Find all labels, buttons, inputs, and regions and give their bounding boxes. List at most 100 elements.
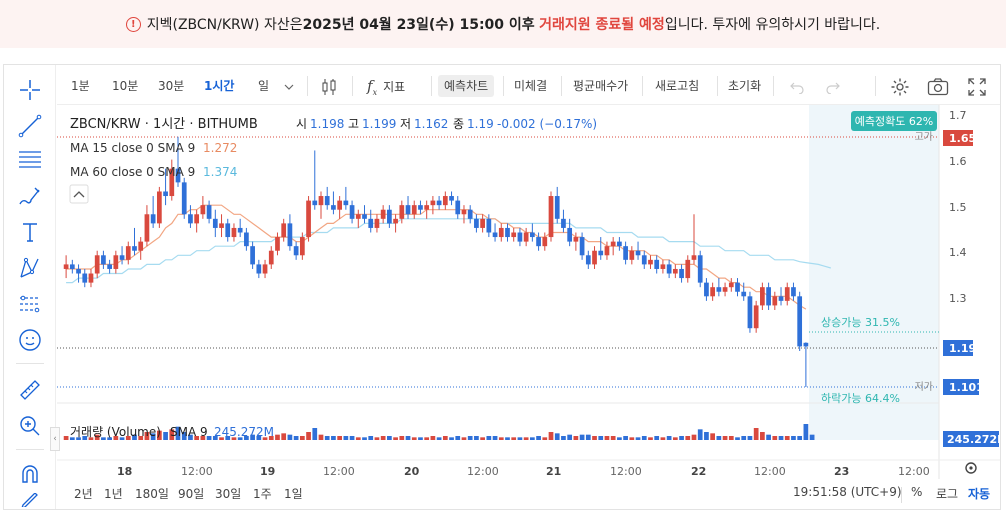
- text-tool-icon[interactable]: [17, 219, 43, 245]
- volume-bar: [505, 437, 510, 440]
- pencil-icon[interactable]: [17, 493, 43, 507]
- candle: [554, 186, 560, 224]
- candle: [610, 237, 616, 256]
- volume-bar: [517, 437, 523, 440]
- fib-lines-icon[interactable]: [17, 147, 43, 173]
- price-chart[interactable]: ZBCN/KRW · 1시간 · BITHUMB 시 1.198 고 1.199…: [57, 105, 1000, 479]
- volume-bar: [337, 436, 343, 440]
- crosshair-icon[interactable]: [17, 77, 43, 103]
- interval-1m[interactable]: 1분: [71, 79, 90, 93]
- volume-bar: [679, 436, 684, 440]
- volume-bar: [610, 436, 616, 440]
- interval-10m[interactable]: 10분: [112, 79, 139, 93]
- range-180d[interactable]: 180일: [135, 487, 169, 501]
- zoom-in-icon[interactable]: [17, 413, 43, 439]
- legend-open-label: 시: [296, 117, 307, 131]
- fullscreen-icon[interactable]: [968, 75, 986, 97]
- avg-buy-price-button[interactable]: 평균매수가: [573, 79, 629, 93]
- candle: [343, 186, 349, 210]
- current-price-value: 1.19: [949, 342, 976, 355]
- redo-icon[interactable]: [826, 75, 840, 97]
- volume-bar: [387, 436, 392, 440]
- pane-scroll-handle[interactable]: ‹: [50, 427, 60, 451]
- candle: [728, 278, 734, 292]
- legend-collapse-button[interactable]: [69, 184, 89, 204]
- range-30d[interactable]: 30일: [215, 487, 242, 501]
- pattern-icon[interactable]: [17, 255, 43, 281]
- candle: [231, 223, 237, 242]
- volume-bar: [225, 436, 231, 440]
- legend-change: -0.002 (−0.17%): [497, 117, 597, 131]
- candle: [710, 282, 716, 301]
- candle: [567, 218, 573, 247]
- unfilled-orders-button[interactable]: 미체결: [514, 79, 548, 93]
- indicator-button[interactable]: fx 지표: [367, 75, 405, 97]
- volume-bar: [492, 436, 498, 440]
- candle: [617, 237, 622, 251]
- chart-toolbar: 1분 10분 30분 1시간 일 fx 지표 예측차트 미체결 평균매수가 새로고…: [57, 65, 1000, 105]
- candle: [113, 250, 119, 274]
- candle: [778, 287, 784, 306]
- candle: [529, 223, 535, 242]
- price-tick-4: 1.4: [949, 246, 967, 259]
- interval-30m[interactable]: 30분: [158, 79, 185, 93]
- volume-bar: [592, 436, 597, 440]
- settings-gear-icon[interactable]: [890, 75, 910, 97]
- candle: [169, 159, 175, 201]
- legend-symbol: ZBCN/KRW · 1시간 · BITHUMB: [70, 117, 258, 132]
- candle: [287, 214, 293, 251]
- interval-day[interactable]: 일: [258, 79, 270, 93]
- refresh-button[interactable]: 새로고침: [655, 79, 700, 93]
- alert-circle-icon: !: [125, 16, 141, 32]
- range-2y[interactable]: 2년: [74, 487, 93, 501]
- undo-icon[interactable]: [790, 75, 804, 97]
- candle: [666, 259, 672, 279]
- brush-icon[interactable]: [17, 183, 43, 209]
- range-1w[interactable]: 1주: [253, 487, 272, 501]
- trend-line-icon[interactable]: [17, 113, 43, 139]
- candle: [119, 246, 125, 265]
- predict-chart-button[interactable]: 예측차트: [438, 75, 495, 97]
- camera-icon[interactable]: [927, 75, 949, 97]
- volume-bar: [809, 434, 815, 440]
- auto-scale-toggle[interactable]: 자동: [968, 487, 991, 501]
- candle-type-icon[interactable]: [321, 75, 337, 97]
- volume-bar: [306, 432, 311, 440]
- range-1d[interactable]: 1일: [284, 487, 303, 501]
- volume-bar: [585, 434, 591, 440]
- volume-bar: [660, 437, 666, 440]
- smiley-icon[interactable]: [17, 327, 43, 353]
- accuracy-badge: [851, 111, 937, 131]
- candle: [766, 282, 771, 310]
- ruler-icon[interactable]: [17, 377, 43, 403]
- range-1y[interactable]: 1년: [104, 487, 123, 501]
- reset-button[interactable]: 초기화: [728, 79, 762, 93]
- volume-bar: [69, 437, 75, 440]
- chevron-down-icon[interactable]: [284, 75, 294, 97]
- volume-bar: [268, 436, 274, 440]
- candle: [604, 241, 610, 260]
- candle: [467, 205, 473, 224]
- percent-scale-toggle[interactable]: %: [911, 485, 923, 499]
- candle: [486, 214, 492, 238]
- time-label-12-2: 12:00: [323, 465, 355, 478]
- volume-bar: [716, 436, 722, 440]
- interval-1h[interactable]: 1시간: [204, 79, 235, 93]
- volume-bar: [275, 434, 280, 440]
- volume-bar: [200, 436, 206, 440]
- legend-close-label: 종: [453, 117, 464, 131]
- volume-bar: [188, 434, 193, 440]
- log-scale-toggle[interactable]: 로그: [936, 487, 959, 501]
- axis-settings-icon[interactable]: [965, 462, 977, 474]
- volume-bar: [163, 432, 168, 440]
- range-90d[interactable]: 90일: [178, 487, 205, 501]
- candle: [399, 200, 405, 224]
- candle: [275, 232, 280, 256]
- candle: [324, 186, 330, 210]
- candle: [237, 218, 243, 238]
- candle: [250, 241, 255, 269]
- magnet-icon[interactable]: [17, 461, 43, 487]
- volume-bar: [710, 433, 716, 440]
- candle: [163, 168, 168, 206]
- prediction-tool-icon[interactable]: [17, 291, 43, 317]
